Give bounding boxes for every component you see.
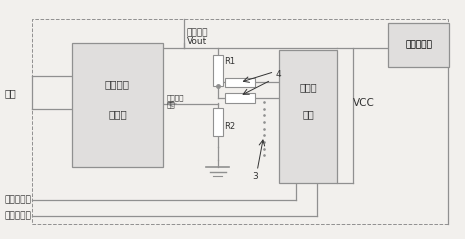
Text: 3: 3 (252, 172, 258, 181)
Text: VCC: VCC (353, 98, 375, 108)
Text: 输入: 输入 (166, 102, 175, 109)
Bar (225, 78, 255, 87)
Text: 移位锁: 移位锁 (299, 82, 317, 92)
Text: 输出电压: 输出电压 (187, 28, 208, 38)
Text: 存器: 存器 (302, 109, 314, 119)
Text: 控制数据线: 控制数据线 (5, 196, 32, 205)
Bar (32, 19, 448, 224)
Text: 开关电源: 开关电源 (105, 79, 130, 89)
Text: Vout: Vout (187, 37, 207, 46)
Text: 控制时钟线: 控制时钟线 (5, 211, 32, 220)
Bar (279, 50, 337, 183)
Bar (388, 23, 449, 67)
Bar (72, 43, 163, 167)
Text: 主回路: 主回路 (108, 109, 127, 119)
Text: R1: R1 (224, 57, 235, 66)
Text: 比例升降压: 比例升降压 (405, 40, 432, 49)
Text: 比例升降压: 比例升降压 (405, 40, 432, 49)
Text: 输入: 输入 (5, 88, 16, 98)
Bar (213, 108, 223, 136)
Text: R2: R2 (224, 122, 235, 131)
Text: 4: 4 (276, 70, 281, 79)
Bar (225, 93, 255, 103)
Text: 电压反馈: 电压反馈 (166, 95, 184, 101)
Bar (213, 55, 223, 86)
